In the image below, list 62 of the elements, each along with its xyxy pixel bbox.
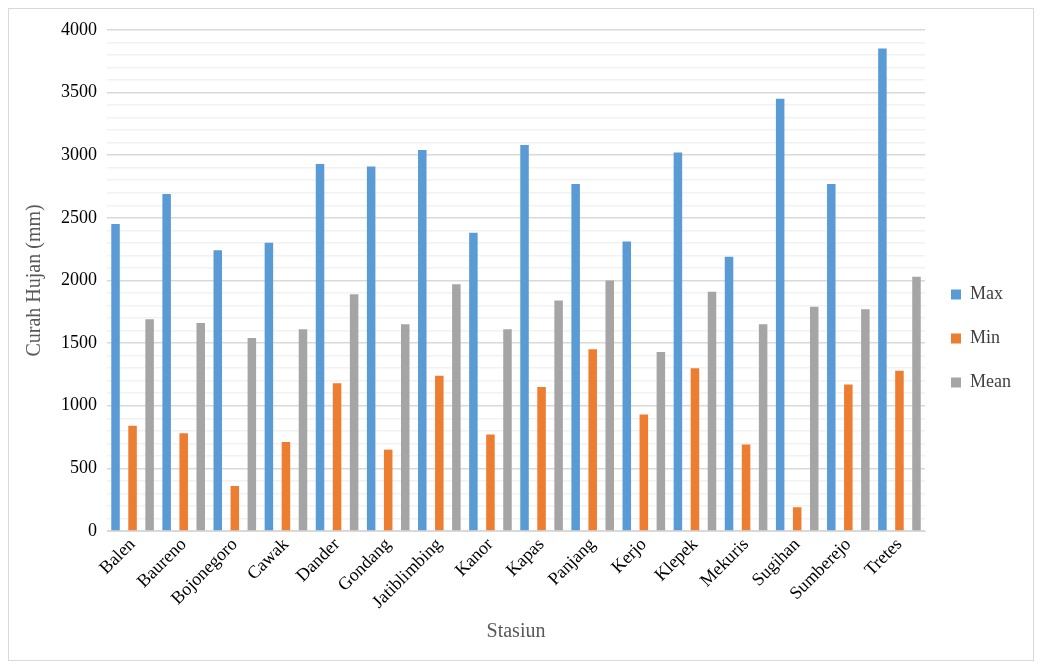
y-tick-label: 1500 (61, 331, 97, 352)
bar (878, 48, 887, 531)
bar (264, 242, 274, 531)
bar (213, 250, 223, 531)
bar (196, 323, 205, 531)
bar (707, 291, 717, 531)
bar (537, 386, 546, 531)
y-axis-title: Curah Hujan (mm) (22, 204, 46, 357)
bar (247, 338, 257, 531)
bar (520, 145, 529, 531)
bar (435, 375, 444, 531)
bar (469, 232, 478, 531)
y-tick-label: 2500 (61, 206, 97, 227)
bar (111, 224, 120, 531)
y-tick-label: 1000 (61, 394, 97, 415)
bar (724, 256, 734, 531)
y-tick-label: 3000 (61, 143, 97, 164)
bar (861, 309, 870, 531)
bar (605, 280, 614, 531)
y-tick-label: 0 (88, 519, 97, 540)
bar (400, 324, 410, 531)
bar (571, 183, 580, 531)
bar (554, 300, 563, 531)
bar (298, 329, 308, 531)
bar (315, 163, 325, 531)
bar (758, 324, 768, 531)
bar (145, 319, 154, 531)
bar (844, 384, 853, 531)
bar (656, 351, 666, 531)
legend-label: Min (970, 327, 1001, 348)
bar (827, 183, 836, 531)
legend-label: Mean (970, 371, 1011, 392)
bar (128, 425, 137, 531)
bar (792, 507, 802, 531)
bar (775, 98, 785, 531)
bar (912, 276, 921, 531)
bar (690, 368, 700, 531)
bar (452, 284, 461, 531)
bar (179, 433, 188, 531)
bar (162, 193, 171, 531)
bar (486, 434, 495, 531)
bar (503, 329, 512, 531)
bar (383, 449, 393, 531)
bar (673, 152, 683, 531)
y-tick-label: 4000 (61, 18, 97, 39)
y-tick-label: 500 (70, 457, 97, 478)
bar (741, 444, 751, 531)
bar (588, 349, 597, 531)
x-axis-title: Stasiun (486, 619, 546, 642)
bar (418, 150, 427, 531)
bar (349, 294, 359, 531)
legend-label: Max (970, 283, 1004, 304)
y-tick-label: 3500 (61, 81, 97, 102)
bar (281, 442, 291, 531)
bar (895, 370, 904, 531)
bar (366, 166, 376, 531)
bar (639, 414, 649, 531)
bar (230, 485, 240, 531)
bar (332, 383, 342, 531)
bar (809, 306, 819, 531)
bar (622, 241, 632, 531)
y-tick-label: 2000 (61, 269, 97, 290)
